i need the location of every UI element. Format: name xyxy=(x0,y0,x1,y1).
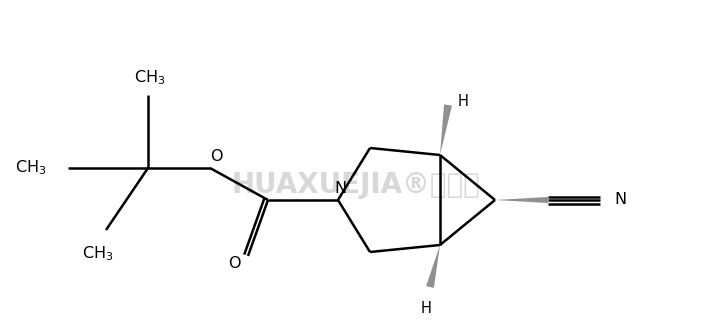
Text: O: O xyxy=(210,149,222,164)
Text: CH$_3$: CH$_3$ xyxy=(135,68,166,87)
Text: HUAXUEJIA®化学加: HUAXUEJIA®化学加 xyxy=(231,171,481,199)
Text: N: N xyxy=(334,180,346,196)
Text: O: O xyxy=(228,257,240,271)
Text: H: H xyxy=(458,93,469,109)
Polygon shape xyxy=(426,245,440,288)
Text: CH$_3$: CH$_3$ xyxy=(14,159,46,177)
Text: H: H xyxy=(421,301,431,316)
Text: N: N xyxy=(614,193,626,208)
Polygon shape xyxy=(440,104,452,155)
Polygon shape xyxy=(495,197,548,203)
Text: CH$_3$: CH$_3$ xyxy=(83,244,114,263)
